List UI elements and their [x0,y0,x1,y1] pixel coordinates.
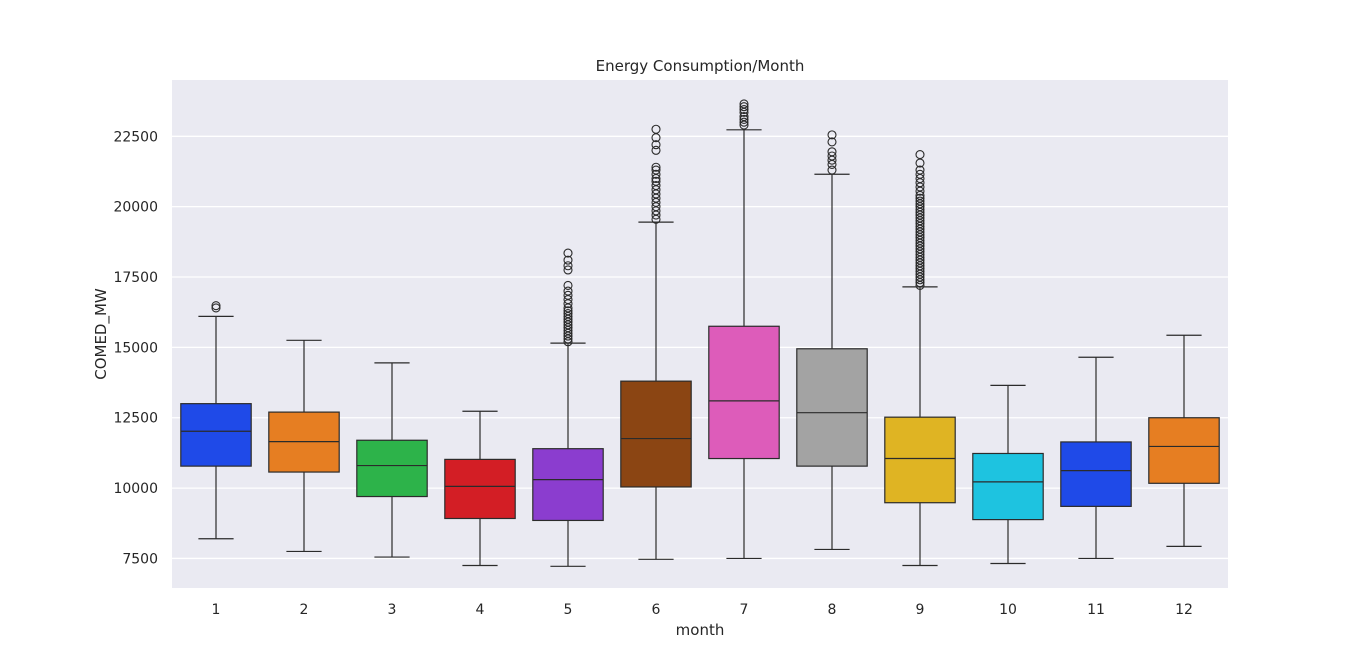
x-tick-label: 6 [652,602,661,618]
outlier-point [563,280,573,291]
x-tick-label: 3 [388,602,397,618]
outlier-point [739,102,749,112]
outlier-point [563,261,573,271]
outlier-point [739,114,749,124]
outlier-point [651,165,661,175]
outlier-point [563,265,573,275]
outlier-point [563,309,573,319]
x-tick-label: 11 [1087,602,1105,618]
iqr-box [796,348,868,467]
outlier-point [915,165,925,175]
y-tick-label: 10000 [113,481,158,497]
outlier-point [563,306,573,316]
outlier-point [563,255,573,265]
y-tick-label: 17500 [113,270,158,286]
iqr-box [356,439,428,498]
iqr-box [532,448,604,522]
iqr-box [708,325,780,460]
outlier-point [563,248,573,258]
y-tick-label: 20000 [113,200,158,216]
box-month-4 [444,410,516,567]
outlier-point [827,165,837,175]
y-tick-labels: 7500 10000 12500 15000 17500 20000 22500 [113,129,158,567]
box-month-12 [1148,334,1220,547]
grid-lines [172,135,1228,560]
x-axis-label: month [676,621,725,639]
x-tick-label: 2 [300,602,309,618]
outlier-point [739,99,749,109]
box-month-8 [796,130,868,551]
outlier-point [651,140,661,150]
y-tick-label: 12500 [113,411,158,427]
outlier-point [651,162,661,172]
iqr-box [620,380,692,488]
outlier-point [211,301,221,311]
box-month-11 [1060,356,1132,560]
x-tick-labels: 1 2 3 4 5 6 7 8 9 10 11 12 [212,602,1193,618]
outlier-point [651,169,661,179]
outlier-point [827,130,837,140]
outlier-point [827,147,837,157]
y-tick-label: 15000 [113,340,158,356]
outlier-point [915,193,925,203]
outlier-point [739,117,749,127]
y-tick-label: 7500 [122,551,158,567]
outlier-point [915,150,925,160]
iqr-box [444,458,516,520]
x-tick-label: 1 [212,602,221,618]
box-month-9 [884,150,956,567]
outlier-point [651,145,661,155]
x-tick-label: 9 [916,602,925,618]
iqr-box [1148,417,1220,484]
outlier-point [915,196,925,206]
iqr-box [1060,441,1132,507]
box-month-10 [972,384,1044,565]
boxes-group [180,99,1220,567]
outlier-point [827,137,837,147]
outlier-point [915,169,925,179]
outlier-point [651,180,661,191]
iqr-box [884,416,956,504]
outlier-point [651,176,661,186]
box-month-7 [708,99,780,560]
y-tick-label: 22500 [113,129,158,145]
y-axis-label: COMED_MW [92,288,111,380]
outlier-point [739,112,749,122]
x-tick-label: 8 [828,602,837,618]
iqr-box [972,452,1044,521]
box-month-1 [180,301,252,540]
outlier-point [651,124,661,134]
x-tick-label: 4 [476,602,485,618]
outlier-point [563,290,573,300]
box-month-5 [532,248,604,567]
outlier-point [739,105,749,115]
box-month-2 [268,339,340,553]
chart-title: Energy Consumption/Month [596,57,805,75]
x-tick-label: 7 [740,602,749,618]
x-tick-label: 5 [564,602,573,618]
outlier-point [211,303,221,313]
box-month-3 [356,362,428,558]
x-tick-label: 12 [1175,602,1193,618]
box-month-6 [620,124,692,560]
outlier-point [827,151,837,161]
iqr-box [180,403,252,467]
x-tick-label: 10 [999,602,1017,618]
plot-background [172,80,1228,588]
outlier-point [563,286,573,296]
